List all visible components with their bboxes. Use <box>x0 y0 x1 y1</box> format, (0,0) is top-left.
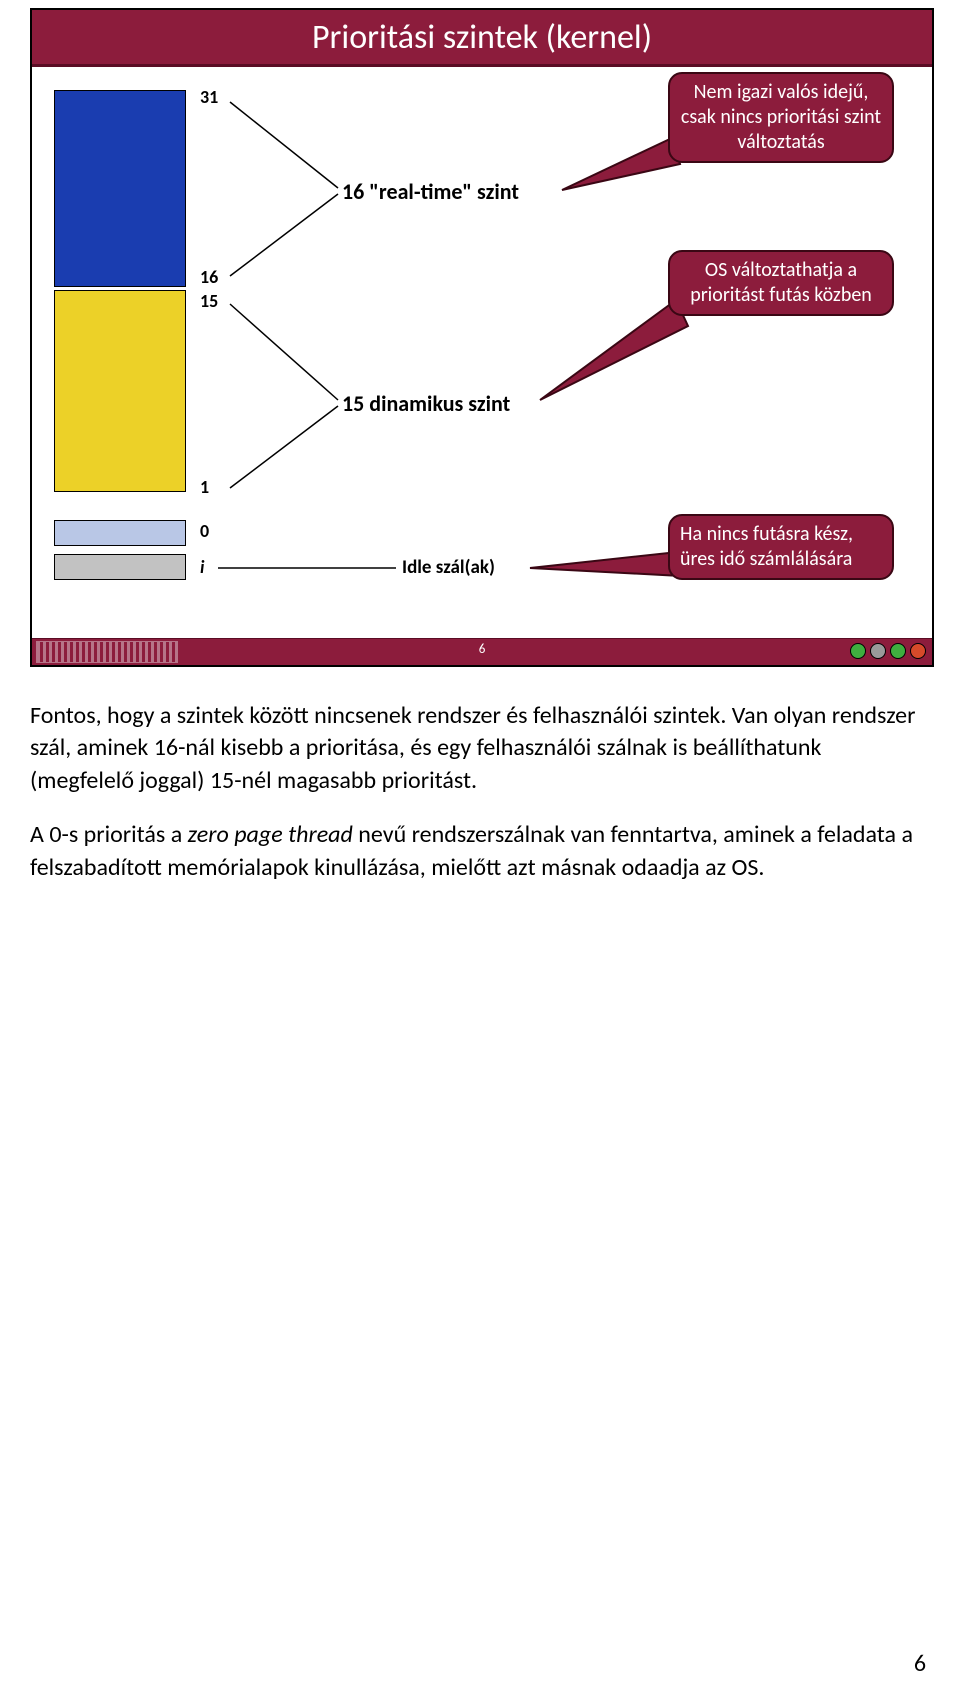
notes-para-2-em: zero page thread <box>188 820 353 849</box>
callout-realtime: Nem igazi valós idejű, csak nincs priori… <box>668 72 894 163</box>
notes-para-1: Fontos, hogy a szintek között nincsenek … <box>30 700 930 797</box>
page: Prioritási szintek (kernel) 31 16 15 1 0… <box>0 0 960 1692</box>
footer-logo <box>36 641 178 663</box>
page-number: 6 <box>914 1649 926 1678</box>
status-dot-1 <box>850 643 866 659</box>
callout-idle: Ha nincs futásra kész, üres idő számlálá… <box>668 514 894 580</box>
status-dot-4 <box>910 643 926 659</box>
notes-para-2: A 0-s prioritás a zero page thread nevű … <box>30 819 930 884</box>
status-dot-2 <box>870 643 886 659</box>
status-dot-3 <box>890 643 906 659</box>
callout-dynamic: OS változtathatja a prioritást futás köz… <box>668 250 894 316</box>
slide-footer: 6 <box>32 638 932 665</box>
notes: Fontos, hogy a szintek között nincsenek … <box>30 700 930 906</box>
notes-para-2a: A 0-s prioritás a <box>30 820 188 849</box>
footer-page-number: 6 <box>479 642 486 657</box>
slide: Prioritási szintek (kernel) 31 16 15 1 0… <box>30 8 934 667</box>
footer-status-icons <box>850 643 926 659</box>
